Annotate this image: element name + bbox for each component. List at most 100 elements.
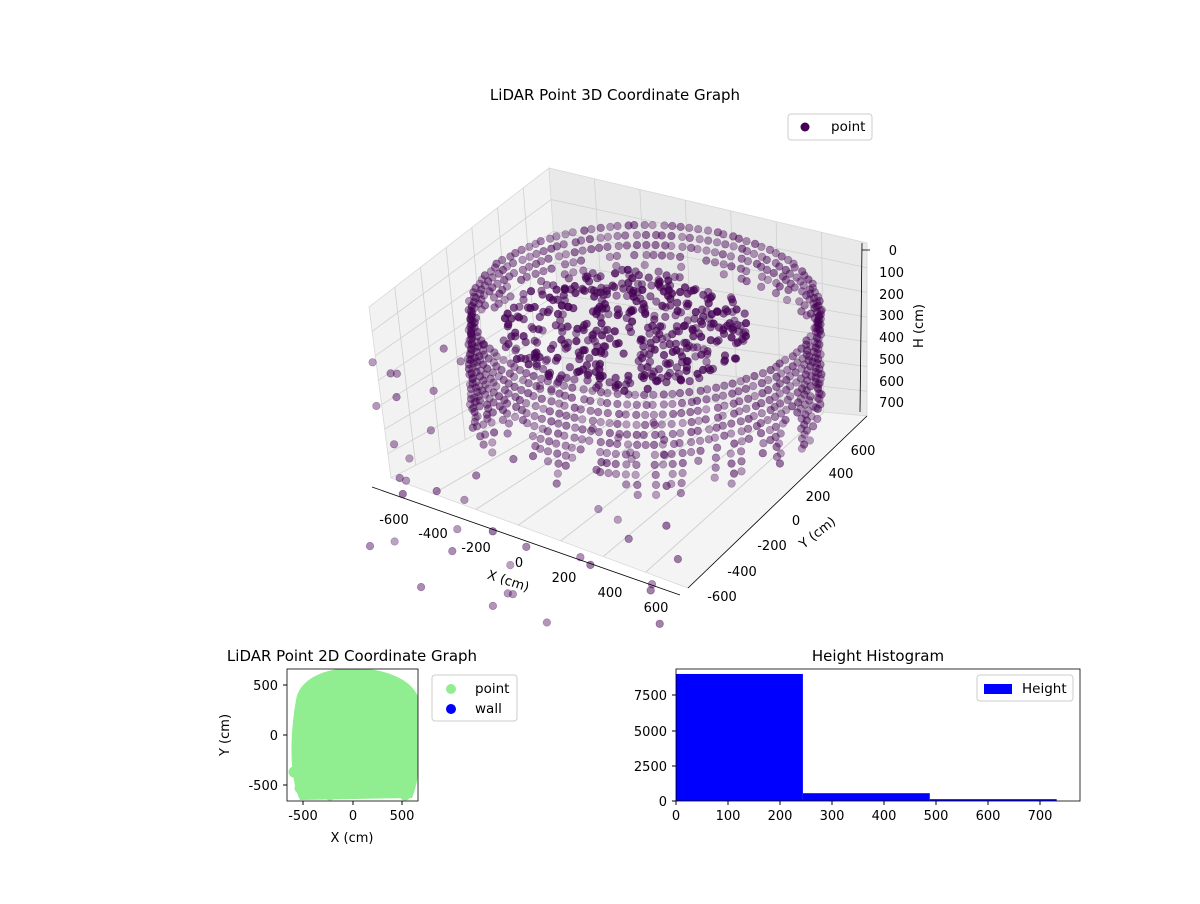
scatter3d-point	[460, 495, 469, 505]
scatter3d-point	[622, 420, 631, 429]
scatter3d-point	[666, 301, 675, 310]
scatter3d-point	[788, 402, 797, 411]
scatter3d-point	[629, 306, 638, 315]
scatter3d-point	[657, 231, 666, 240]
scatter3d-point	[808, 402, 818, 411]
scatter3d-point	[743, 257, 753, 266]
scatter3d-point	[695, 374, 704, 383]
scatter3d-point	[676, 222, 685, 231]
scatter3d-point	[638, 336, 647, 345]
scatter3d-point	[694, 456, 703, 465]
scatter3d-point	[571, 423, 580, 432]
hist-x-tick: 300	[820, 809, 845, 824]
scatter3d-point	[775, 379, 784, 388]
scatter3d-point	[626, 448, 635, 457]
scatter3d-point	[588, 334, 597, 343]
scatter3d-point	[587, 225, 596, 234]
scatter3d-point	[728, 389, 737, 398]
scatter3d-point	[390, 440, 399, 449]
scatter3d-point	[626, 327, 636, 337]
scatter3d-point	[661, 312, 670, 321]
scatter3d-point	[525, 242, 534, 251]
scatter3d-point	[527, 322, 536, 332]
scatter3d-point	[765, 245, 775, 254]
scatter3d-point	[662, 481, 671, 491]
scatter3d-point	[676, 375, 685, 384]
scatter3d-point	[651, 490, 661, 500]
scatter3d-point	[578, 415, 587, 424]
scatter3d-point	[799, 281, 808, 290]
scatter3d-point	[667, 241, 676, 251]
scatter3d-point	[544, 372, 554, 381]
scatter3d-point	[805, 396, 814, 405]
scatter3d-point	[503, 322, 512, 331]
scatter3d-point	[500, 295, 509, 305]
scatter3d-point	[475, 402, 484, 411]
scatter3d-point	[594, 243, 604, 252]
scatter3d-point	[596, 418, 605, 427]
scatter3d-point	[668, 399, 677, 409]
scatter3d-point	[742, 237, 751, 246]
scatter3d-point	[474, 382, 484, 391]
scatter3d-point	[490, 428, 499, 437]
scatter3d-point	[797, 364, 806, 373]
scatter3d-point	[512, 355, 522, 364]
scatter3d-point	[729, 242, 738, 251]
scatter3d-point	[507, 314, 516, 323]
scatter3d-point	[537, 394, 546, 403]
scatter3d-point	[494, 372, 504, 381]
scatter3d-point	[775, 282, 784, 291]
scatter3d-point	[621, 470, 631, 479]
scatter3d-point	[471, 383, 480, 392]
scatter3d-point	[623, 400, 632, 409]
scatter3d-point	[633, 279, 643, 289]
scatter3d-x-axis-line	[371, 486, 681, 596]
histogram-chart: Height Histogram 0 100 200 300 400 500 6…	[634, 647, 1081, 824]
scatter3d-point	[531, 442, 540, 451]
gridline	[560, 404, 738, 542]
scatter3d-point	[658, 460, 668, 469]
scatter3d-point	[482, 400, 492, 409]
scatter3d-point	[490, 303, 499, 312]
scatter2d-point-cloud	[291, 669, 418, 800]
scatter3d-point	[640, 260, 649, 270]
scatter3d-point	[808, 422, 818, 431]
scatter3d-point	[510, 412, 520, 422]
scatter3d-point	[585, 235, 595, 244]
scatter3d-point	[757, 282, 766, 291]
scatter3d-point	[651, 470, 660, 480]
scatter3d-point	[685, 388, 694, 397]
scatter3d-point	[637, 363, 646, 373]
scatter3d-point	[402, 476, 411, 485]
scatter3d-point	[806, 362, 815, 371]
scatter3d-point	[570, 375, 579, 384]
scatter3d-point	[672, 322, 682, 331]
histogram-legend-box	[976, 674, 1074, 702]
scatter3d-point	[712, 443, 722, 452]
scatter3d-point	[692, 396, 702, 405]
scatter3d-point	[685, 233, 694, 242]
scatter3d-point	[711, 393, 720, 402]
scatter3d-point	[771, 249, 781, 258]
scatter3d-point	[800, 430, 809, 439]
scatter3d-point	[712, 383, 721, 392]
scatter3d-point	[578, 246, 587, 255]
scatter3d-point	[570, 433, 579, 442]
scatter3d-point	[531, 239, 540, 248]
scatter3d-point	[611, 469, 621, 479]
scatter3d-point	[586, 426, 596, 435]
scatter3d-point	[706, 323, 715, 332]
scatter3d-point	[694, 416, 703, 425]
scatter3d-point	[606, 222, 615, 231]
scatter3d-point	[560, 260, 570, 269]
scatter3d-point	[614, 241, 623, 251]
z3d-tick: 0	[889, 244, 897, 259]
scatter2d-point	[294, 782, 306, 794]
scatter3d-point	[570, 403, 579, 412]
scatter3d-point	[515, 396, 524, 405]
scatter3d-point	[611, 459, 620, 469]
scatter3d-point	[801, 410, 810, 419]
scatter3d-point	[405, 454, 414, 463]
scatter3d-point	[489, 358, 499, 367]
scatter3d-point	[506, 252, 515, 261]
